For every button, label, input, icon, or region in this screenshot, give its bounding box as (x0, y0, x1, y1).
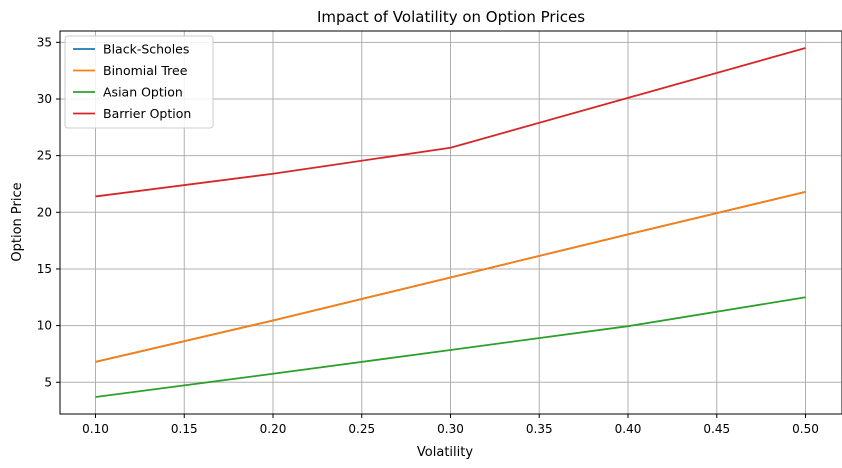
x-tick-label: 0.50 (792, 422, 819, 436)
legend-label: Black-Scholes (103, 42, 189, 57)
y-axis-label: Option Price (10, 182, 25, 261)
y-tick-label: 30 (37, 92, 52, 106)
y-tick-label: 15 (37, 262, 52, 276)
y-tick-label: 10 (37, 319, 52, 333)
x-tick-label: 0.45 (703, 422, 730, 436)
x-tick-label: 0.20 (260, 422, 287, 436)
legend: Black-Scholes Binomial Tree Asian Option Ba… (64, 35, 214, 129)
legend-label: Asian Option (103, 85, 183, 100)
series-line-barrier-option (95, 47, 806, 198)
chart-title: Impact of Volatility on Option Prices (317, 8, 585, 26)
y-tick-label: 5 (44, 375, 52, 389)
y-tick-label: 35 (37, 35, 52, 49)
series-line-asian-option (95, 296, 806, 398)
legend-label: Binomial Tree (103, 63, 188, 78)
x-tick-label: 0.25 (348, 422, 375, 436)
x-tick-label: 0.35 (526, 422, 553, 436)
legend-box (64, 35, 214, 129)
x-tick-label: 0.15 (171, 422, 198, 436)
x-tick-label: 0.10 (82, 422, 109, 436)
x-tick-label: 0.40 (615, 422, 642, 436)
y-tick-label: 25 (37, 149, 52, 163)
grid (60, 31, 841, 414)
x-axis-label: Volatility (417, 445, 473, 460)
series-layer (95, 47, 806, 398)
x-tick-label: 0.30 (437, 422, 464, 436)
series-line-binomial-tree (95, 191, 806, 363)
y-tick-label: 20 (37, 205, 52, 219)
legend-label: Barrier Option (103, 106, 191, 121)
axis-ticks: 0.10 0.15 0.20 0.25 0.30 0.35 0.40 0.45 0.50 5 10 1… (37, 35, 819, 436)
